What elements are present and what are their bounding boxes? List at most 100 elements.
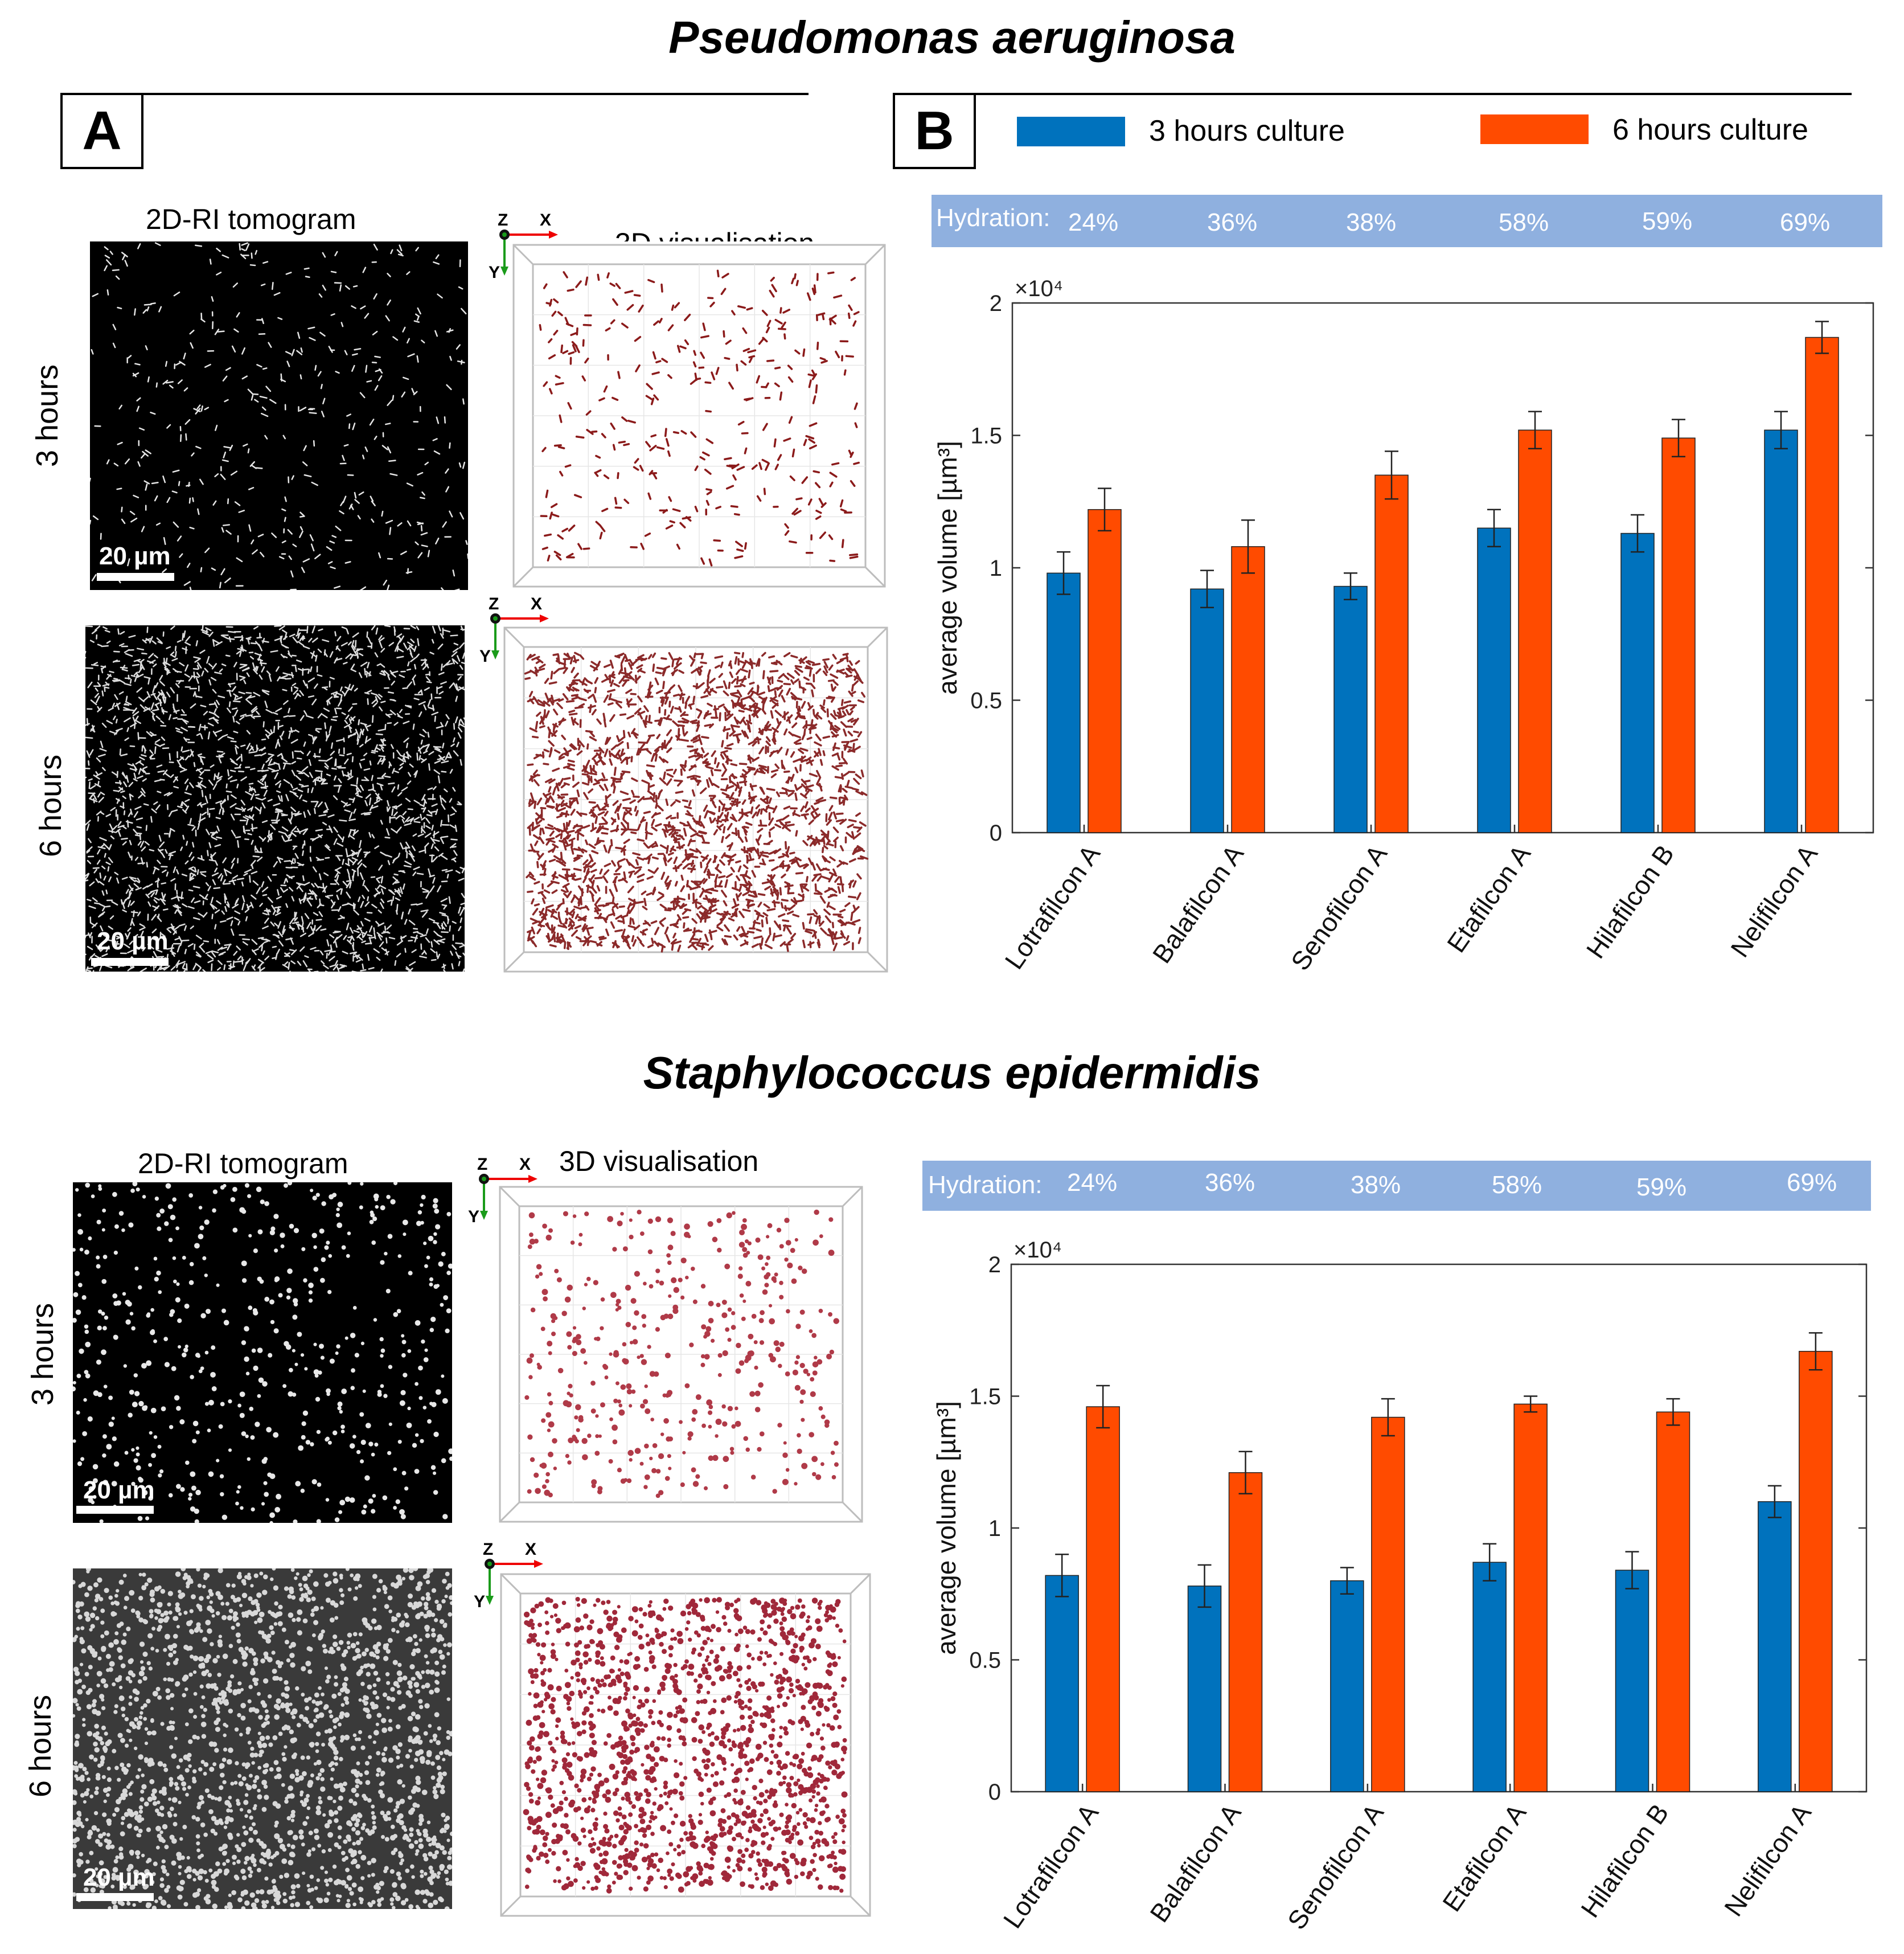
bar-3h [1477, 527, 1511, 833]
error-bar [1381, 1398, 1395, 1437]
scale-label: 20 µm [83, 1863, 155, 1891]
y-tick-label: 2 [990, 291, 1002, 316]
col-head-3d-bottom: 3D visualisation [559, 1145, 759, 1177]
species-title-top: Pseudomonas aeruginosa [668, 12, 1236, 63]
axis-z-label: Z [477, 1155, 487, 1174]
hydration-value: 38% [1351, 1171, 1401, 1199]
hydration-value: 59% [1642, 207, 1693, 235]
bar-6h [1805, 337, 1839, 833]
axis-x-label: X [531, 595, 542, 613]
y-axis-label: average volume [µm³] [932, 1401, 961, 1655]
bar-3h [1615, 1570, 1649, 1792]
y-axis-label: average volume [µm³] [933, 441, 962, 695]
bar-6h [1374, 474, 1409, 833]
hydration-value: 59% [1636, 1173, 1687, 1201]
error-bar [1631, 514, 1644, 553]
y-tick-label: 0 [988, 1780, 1001, 1805]
bar-3h [1190, 588, 1224, 833]
bar-6h [1088, 509, 1122, 833]
y-tick-label: 0.5 [969, 1648, 1001, 1673]
col-head-2d-top: 2D-RI tomogram [146, 203, 356, 235]
scale-bar [76, 1893, 154, 1901]
scale-bar [76, 1506, 154, 1514]
scale-label: 20 µm [99, 542, 171, 570]
divider-line-b [895, 93, 1852, 95]
bar-3h [1620, 532, 1655, 833]
bar-3h [1047, 572, 1081, 833]
hydration-value: 58% [1492, 1171, 1542, 1199]
hydration-value: 24% [1067, 1169, 1118, 1197]
x-category-label: Senofilcon A [1285, 839, 1393, 976]
y-tick-label: 1 [988, 1516, 1001, 1541]
axis-x-label: X [540, 211, 551, 230]
axis-x-label: X [525, 1540, 536, 1559]
hydration-label: Hydration: [928, 1171, 1043, 1199]
bar-6h [1086, 1406, 1120, 1792]
bar-3h [1758, 1501, 1792, 1792]
axis-z-label: Z [489, 595, 499, 613]
row-head-6h-bottom: 6 hours [23, 1694, 58, 1797]
hydration-band-top: Hydration: 24% 36% 38% 58% 59% 69% [932, 195, 1882, 247]
y-tick-label: 1.5 [969, 1384, 1001, 1410]
hydration-label: Hydration: [936, 204, 1051, 232]
error-bar [1767, 1485, 1782, 1518]
x-category-label: Lotrafilcon A [998, 1799, 1105, 1933]
divider-line-a [63, 93, 809, 95]
scale-label: 20 µm [97, 927, 169, 955]
y-tick-label: 1.5 [970, 424, 1002, 449]
error-bar [1096, 1384, 1110, 1429]
bar-6h [1231, 546, 1265, 833]
hydration-value: 69% [1780, 208, 1831, 236]
x-category-label: Hilafilcon B [1575, 1799, 1675, 1923]
axis-y-label: Y [489, 263, 500, 279]
legend-label-6h: 6 hours culture [1612, 113, 1808, 146]
error-bar [1344, 572, 1357, 601]
error-bar [1340, 1567, 1354, 1595]
x-category-label: Nelifilcon A [1725, 839, 1823, 962]
error-bar [1524, 1395, 1538, 1413]
error-bar [1197, 1564, 1212, 1608]
y-axis-multiplier: ×10⁴ [1015, 276, 1063, 301]
tomogram-se-6h: 20 µm [73, 1568, 452, 1909]
row-head-3h-bottom: 3 hours [26, 1302, 60, 1406]
tomogram-se-3h: 20 µm [73, 1182, 452, 1523]
bar-6h [1661, 437, 1696, 833]
tomogram-pa-6h: 20 µm [85, 625, 465, 972]
error-bar [1808, 1332, 1823, 1371]
visualisation-3d-se-3h [496, 1183, 865, 1525]
legend-swatch-6h [1480, 114, 1589, 144]
bar-6h [1513, 1403, 1548, 1792]
hydration-value: 36% [1205, 1169, 1255, 1197]
y-tick-label: 0 [990, 821, 1002, 846]
row-head-6h-top: 6 hours [34, 754, 68, 857]
panel-label-b: B [893, 93, 976, 169]
error-bar [1098, 488, 1111, 532]
scale-label: 20 µm [83, 1476, 155, 1504]
visualisation-3d-se-6h [498, 1571, 873, 1919]
col-head-2d-bottom: 2D-RI tomogram [138, 1148, 348, 1179]
hydration-band-bottom: Hydration: 24% 36% 38% 58% 59% 69% [922, 1161, 1871, 1211]
error-bar [1487, 509, 1501, 548]
plot-frame [1010, 1263, 1868, 1793]
legend-swatch-3h [1017, 117, 1125, 146]
error-bar [1055, 1554, 1069, 1597]
x-category-label: Senofilcon A [1282, 1799, 1389, 1935]
error-bar [1528, 411, 1542, 449]
error-bar [1238, 1451, 1253, 1495]
scale-bar [97, 573, 174, 581]
axis-x-label: X [519, 1155, 531, 1174]
error-bar [1672, 419, 1685, 457]
hydration-value: 36% [1207, 208, 1258, 236]
panel-label-a: A [60, 93, 143, 169]
error-bar [1625, 1551, 1639, 1590]
y-tick-label: 2 [988, 1252, 1001, 1277]
error-bar [1241, 519, 1255, 574]
error-bar [1385, 450, 1398, 500]
x-category-label: Balafilcon A [1144, 1799, 1247, 1928]
scale-bar [91, 958, 169, 966]
bar-3h [1045, 1575, 1079, 1792]
x-category-label: Etafilcon A [1437, 1799, 1532, 1917]
axis-z-label: Z [483, 1540, 493, 1559]
bar-6h [1656, 1411, 1690, 1792]
error-bar [1774, 411, 1788, 449]
